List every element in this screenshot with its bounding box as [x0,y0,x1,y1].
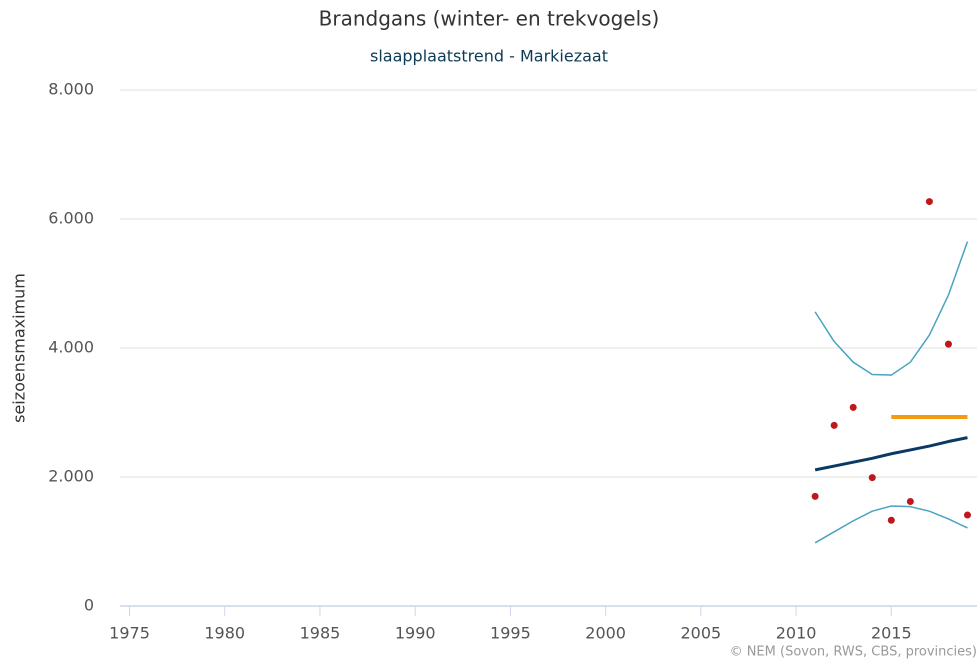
data-point [925,198,933,206]
data-point [811,492,819,500]
data-point [906,498,914,506]
chart-title: Brandgans (winter- en trekvogels) [319,7,660,31]
y-tick-label: 2.000 [48,467,94,486]
x-tick-label: 2000 [585,624,626,643]
x-tick-label: 1980 [204,624,245,643]
series-line [814,241,969,376]
x-tick-label: 1995 [490,624,531,643]
chart-subtitle: slaapplaatstrend - Markiezaat [370,47,608,66]
series-line [814,436,968,472]
data-point [868,474,876,482]
x-tick-label: 1975 [109,624,150,643]
credit: © NEM (Sovon, RWS, CBS, provincies) [730,645,977,660]
y-tick-label: 4.000 [48,338,94,357]
data-point [944,340,952,348]
data-point [963,511,971,519]
x-tick-label: 1985 [300,624,341,643]
data-point [830,421,838,429]
x-tick-label: 1990 [395,624,436,643]
y-tick-label: 6.000 [48,209,94,228]
x-tick-label: 2010 [776,624,817,643]
x-tick-label: 2005 [680,624,721,643]
y-tick-label: 8.000 [48,80,94,99]
series-line [814,505,968,544]
y-tick-label: 0 [84,596,94,615]
y-axis-label: seizoensmaximum [10,273,29,423]
data-point [887,516,895,524]
x-tick-label: 2015 [871,624,912,643]
data-point [849,403,857,411]
